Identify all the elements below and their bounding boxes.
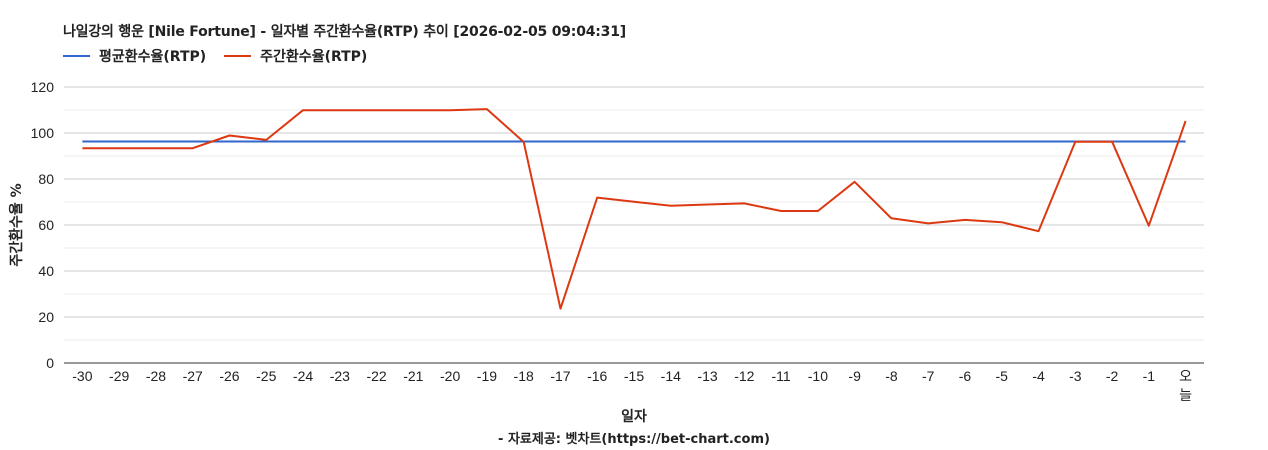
legend-label: 평균환수율(RTP) <box>99 49 207 65</box>
x-tick-label: -10 <box>808 368 828 384</box>
x-tick-label: -15 <box>624 368 644 384</box>
x-tick-label: -16 <box>587 368 607 384</box>
x-tick-label: -26 <box>219 368 239 384</box>
y-tick-label: 0 <box>46 355 54 371</box>
x-tick-label: 늘 <box>1179 387 1192 403</box>
x-tick-label: -13 <box>697 368 717 384</box>
x-tick-label: -20 <box>440 368 460 384</box>
legend-item-average[interactable]: 평균환수율(RTP) <box>63 46 206 66</box>
legend-item-weekly[interactable]: 주간환수율(RTP) <box>224 46 367 66</box>
legend-swatch-blue-icon <box>63 55 90 57</box>
x-tick-label: -17 <box>550 368 570 384</box>
x-tick-label: -21 <box>403 368 423 384</box>
y-tick-label: 80 <box>38 171 54 187</box>
data-credit: - 자료제공: 벳차트(https://bet-chart.com) <box>498 432 770 447</box>
legend: 평균환수율(RTP) 주간환수율(RTP) <box>63 46 385 66</box>
y-axis-label: 주간환수율 % <box>9 183 25 267</box>
legend-swatch-red-icon <box>224 55 252 57</box>
x-tick-label: -18 <box>514 368 534 384</box>
x-tick-label: -2 <box>1106 368 1119 384</box>
x-tick-label: -14 <box>661 368 681 384</box>
x-tick-label: -9 <box>848 368 861 384</box>
x-tick-label: -19 <box>477 368 497 384</box>
x-tick-label: -4 <box>1032 368 1045 384</box>
x-tick-label: -23 <box>330 368 350 384</box>
x-tick-label: -27 <box>183 368 203 384</box>
x-tick-label: -29 <box>109 368 129 384</box>
x-tick-label: -11 <box>771 368 790 384</box>
x-tick-label: -22 <box>366 368 386 384</box>
x-tick-label: -12 <box>734 368 754 384</box>
x-tick-label: -25 <box>256 368 276 384</box>
x-tick-label: -30 <box>72 368 92 384</box>
x-tick-label: -1 <box>1143 368 1156 384</box>
y-tick-label: 120 <box>31 79 55 95</box>
x-tick-label: -28 <box>146 368 166 384</box>
x-axis-label: 일자 <box>621 409 647 425</box>
y-tick-label: 100 <box>31 125 55 141</box>
y-tick-label: 40 <box>38 263 54 279</box>
x-tick-label: -24 <box>293 368 313 384</box>
weekly-rtp-line[interactable] <box>82 108 1187 310</box>
chart-title: 나일강의 행운 [Nile Fortune] - 일자별 주간환수율(RTP) … <box>63 24 626 40</box>
x-tick-label: -3 <box>1069 368 1082 384</box>
y-tick-label: 60 <box>38 217 54 233</box>
x-tick-label: -6 <box>959 368 972 384</box>
x-tick-label: -5 <box>996 368 1009 384</box>
x-tick-label: -8 <box>885 368 898 384</box>
x-tick-label: -7 <box>922 368 935 384</box>
legend-label: 주간환수율(RTP) <box>260 49 368 65</box>
x-tick-label: 오 <box>1179 368 1192 384</box>
y-tick-label: 20 <box>38 309 54 325</box>
